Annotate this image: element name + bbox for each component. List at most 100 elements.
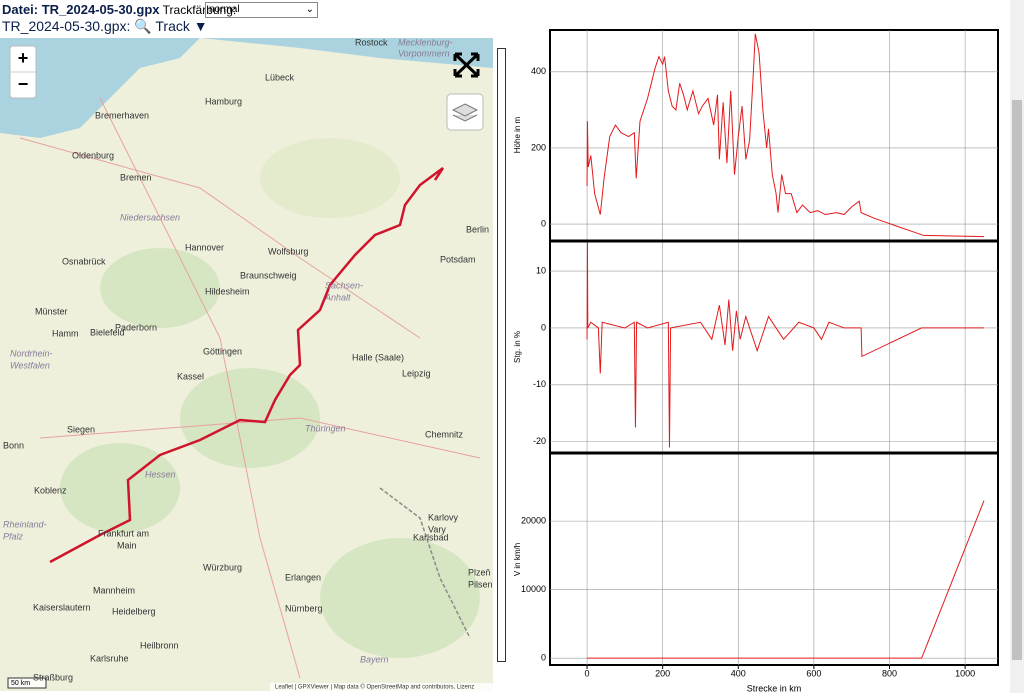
track-route (49, 166, 445, 564)
map-label: Kassel (177, 371, 204, 381)
profile-line (586, 242, 985, 448)
fullscreen-button[interactable] (453, 52, 480, 78)
scrollbar[interactable] (1010, 0, 1024, 693)
map-label: Wolfsburg (268, 246, 308, 256)
forest (100, 248, 220, 328)
y-axis-label: Stg. in % (513, 331, 522, 363)
map-label: Nürnberg (285, 603, 323, 613)
forest (180, 368, 320, 468)
attribution-box (270, 683, 493, 691)
x-tick-label: 0 (585, 668, 590, 678)
map-label: Rheinland- (3, 519, 47, 529)
x-tick-label: 1000 (955, 668, 975, 678)
y-tick-label: 0 (541, 218, 546, 228)
track-header: TR_2024-05-30.gpx: 🔍 Track ▼ (2, 18, 208, 35)
file-name: Datei: TR_2024-05-30.gpx (2, 2, 160, 17)
map[interactable]: + − 50 km Leaflet | GPXViewer | Map data… (0, 38, 493, 691)
map-label: Westfalen (10, 360, 50, 370)
map-label: Frankfurt am (98, 528, 149, 538)
map-label: Münster (35, 306, 68, 316)
track-button[interactable]: Track ▼ (155, 18, 208, 34)
map-label: Hamm (52, 328, 79, 338)
forest (60, 443, 180, 533)
map-label: Chemnitz (425, 429, 464, 439)
map-label: Thüringen (305, 423, 346, 433)
y-tick-label: -20 (533, 436, 546, 446)
chart-frame (549, 29, 999, 666)
map-label: Straßburg (33, 672, 73, 682)
map-label: Oldenburg (72, 150, 114, 160)
zoom-icon[interactable]: 🔍 (134, 18, 152, 34)
color-label: Trackfärbung: (162, 3, 237, 17)
y-axis-label: V in km/h (513, 543, 522, 576)
y-tick-label: 20000 (521, 516, 546, 526)
color-option: normal (209, 4, 240, 15)
zoom-out[interactable]: − (18, 74, 29, 94)
map-label: Mannheim (93, 585, 135, 595)
map-label: Kaiserslautern (33, 602, 91, 612)
y-tick-label: 400 (531, 66, 546, 76)
color-select[interactable]: normal ⌄ (205, 2, 318, 18)
roads (19, 97, 481, 679)
map-label: Rostock (355, 38, 388, 47)
y-tick-label: 10000 (521, 584, 546, 594)
map-label: Vary (428, 524, 446, 534)
x-tick-label: 800 (882, 668, 897, 678)
x-tick-label: 600 (806, 668, 821, 678)
map-label: Hessen (145, 469, 176, 479)
map-label: Göttingen (203, 346, 242, 356)
map-label: Koblenz (34, 485, 67, 495)
profile-line (587, 500, 985, 659)
map-label: Osnabrück (62, 256, 106, 266)
map-label: Heidelberg (112, 606, 156, 616)
map-slider[interactable] (497, 48, 506, 662)
x-axis-label: Strecke in km (747, 683, 802, 693)
map-label: Sachsen- (325, 280, 363, 290)
forest (260, 138, 400, 218)
file-header: Datei: TR_2024-05-30.gpx Trackfärbung: (2, 2, 236, 17)
map-label: Pfalz (3, 531, 24, 541)
map-label: Anhalt (324, 292, 351, 302)
select-arrow: ⌄ (305, 4, 314, 15)
map-label: Bayern (360, 654, 389, 664)
map-label: Bremen (120, 172, 152, 182)
x-tick-label: 400 (731, 668, 746, 678)
map-label: Hildesheim (205, 286, 250, 296)
map-label: Plzeň (468, 567, 491, 577)
map-label: Leipzig (402, 368, 431, 378)
map-label: Lübeck (265, 72, 295, 82)
map-label: Halle (Saale) (352, 352, 404, 362)
profile-line (586, 33, 985, 238)
map-label: Siegen (67, 424, 95, 434)
map-label: Karlsbad (413, 532, 449, 542)
map-label: Würzburg (203, 562, 242, 572)
map-label: Bonn (3, 440, 24, 450)
map-label: Hannover (185, 242, 224, 252)
y-axis-label: Höhe in m (513, 116, 522, 153)
sea (0, 38, 200, 138)
map-label: Karlovy (428, 512, 459, 522)
y-tick-label: -10 (533, 379, 546, 389)
track-file: TR_2024-05-30.gpx: (2, 18, 131, 34)
scale-label: 50 km (11, 680, 30, 687)
map-label: Hamburg (205, 96, 242, 106)
zoom-in[interactable]: + (18, 48, 29, 68)
layers-icon (451, 103, 479, 122)
map-label: Main (117, 540, 137, 550)
map-label: Paderborn (115, 322, 157, 332)
map-label: Erlangen (285, 572, 321, 582)
map-label: Berlin (466, 224, 489, 234)
map-label: Braunschweig (240, 270, 297, 280)
scrollbar-thumb[interactable] (1012, 100, 1022, 660)
map-label: Bremerhaven (95, 110, 149, 120)
map-label: Karlsruhe (90, 653, 129, 663)
y-tick-label: 0 (541, 322, 546, 332)
map-label: Niedersachsen (120, 212, 180, 222)
attribution: Leaflet | GPXViewer | Map data © OpenStr… (275, 684, 474, 691)
y-tick-label: 200 (531, 142, 546, 152)
scale-bar (7, 677, 47, 689)
map-label: Mecklenburg- (398, 38, 453, 47)
map-label: Vorpommern (398, 48, 450, 58)
x-tick-label: 200 (655, 668, 670, 678)
